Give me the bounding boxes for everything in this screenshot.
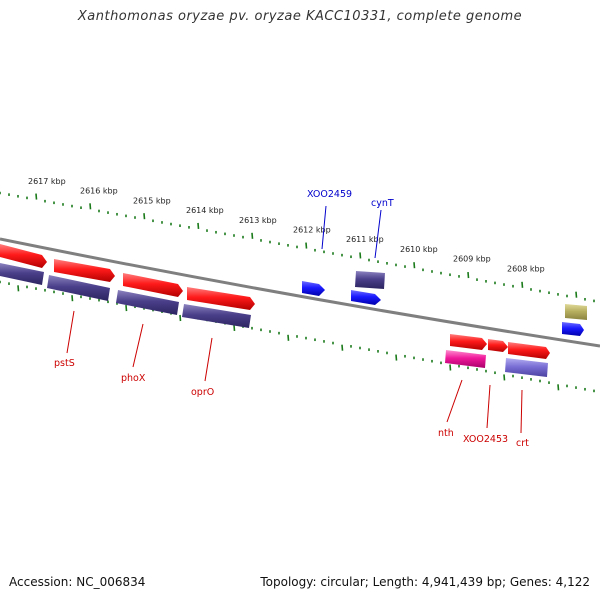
ruler-tick [89,203,92,210]
ruler-tick [467,271,470,279]
gene-feature[interactable] [355,271,385,289]
ruler-tick [197,222,200,230]
gene-labels: XOO2459 cynT pstS phoX oprO nth XOO2453 … [54,189,529,449]
gene-feature[interactable] [351,290,381,305]
ruler-tick [395,354,398,361]
gene-feature[interactable] [182,304,251,328]
ruler-tick [359,252,362,259]
gene-feature[interactable] [116,290,179,315]
ruler-tick [287,334,290,341]
ruler-tick [575,291,578,298]
ruler-label: 2612 kbp [293,226,331,235]
ruler-tick [503,374,506,381]
ruler-tick [251,232,254,239]
gene-feature[interactable] [302,281,325,296]
gene-label-xoo2459[interactable]: XOO2459 [307,189,352,200]
ruler-tick [233,324,236,331]
ruler-label: 2616 kbp [80,187,118,196]
gene-feature[interactable] [488,339,508,352]
ruler-tick [35,193,38,200]
ruler-label: 2611 kbp [346,235,384,244]
gene-label-nth[interactable]: nth [438,428,454,439]
ruler-tick [557,384,560,391]
ruler-label: 2617 kbp [28,177,66,186]
gene-feature[interactable] [562,322,584,336]
gene-feature[interactable] [123,273,183,297]
gene-feature[interactable] [0,244,47,268]
gene-feature[interactable] [54,259,115,282]
gene-features [0,244,587,377]
ruler-label: 2613 kbp [239,216,277,225]
gene-label-psts[interactable]: pstS [54,358,75,369]
ruler-tick [413,262,416,269]
ruler-tick [125,305,128,312]
ruler-tick [449,364,452,371]
ruler-tick [341,344,344,351]
gene-label-xoo2453[interactable]: XOO2453 [463,434,508,445]
gene-feature[interactable] [47,275,110,301]
ruler-tick [143,213,146,220]
gene-feature[interactable] [508,342,550,359]
accession-text: Accession: NC_006834 [9,575,146,589]
ruler-label: 2614 kbp [186,206,224,215]
ruler-label: 2608 kbp [507,264,545,273]
genome-backbone [0,237,600,348]
ruler-label: 2610 kbp [400,245,438,254]
ruler-tick [17,285,20,292]
ruler-tick [305,242,308,249]
gene-feature[interactable] [187,287,255,310]
gene-feature[interactable] [505,358,548,377]
gene-label-phox[interactable]: phoX [121,373,146,384]
gene-label-crt[interactable]: crt [516,438,529,449]
ruler-tick [179,314,182,322]
ruler-tick [71,295,74,302]
ruler-ticks [0,191,595,393]
ruler-label: 2609 kbp [453,255,491,264]
gene-callouts [66,205,523,434]
gene-feature[interactable] [0,263,44,285]
gene-feature[interactable] [450,334,487,350]
gene-label-opro[interactable]: oprO [191,387,214,398]
gene-feature[interactable] [565,304,587,320]
ruler-labels: 2617 kbp 2616 kbp 2615 kbp 2614 kbp 2613 kbp… [28,177,545,273]
gene-feature[interactable] [445,350,486,368]
map-title: Xanthomonas oryzae pv. oryzae KACC10331,… [77,9,523,24]
ruler-label: 2615 kbp [133,196,171,205]
gene-label-cynt[interactable]: cynT [371,198,394,209]
ruler-tick [521,281,524,288]
topology-text: Topology: circular; Length: 4,941,439 bp… [260,575,590,589]
